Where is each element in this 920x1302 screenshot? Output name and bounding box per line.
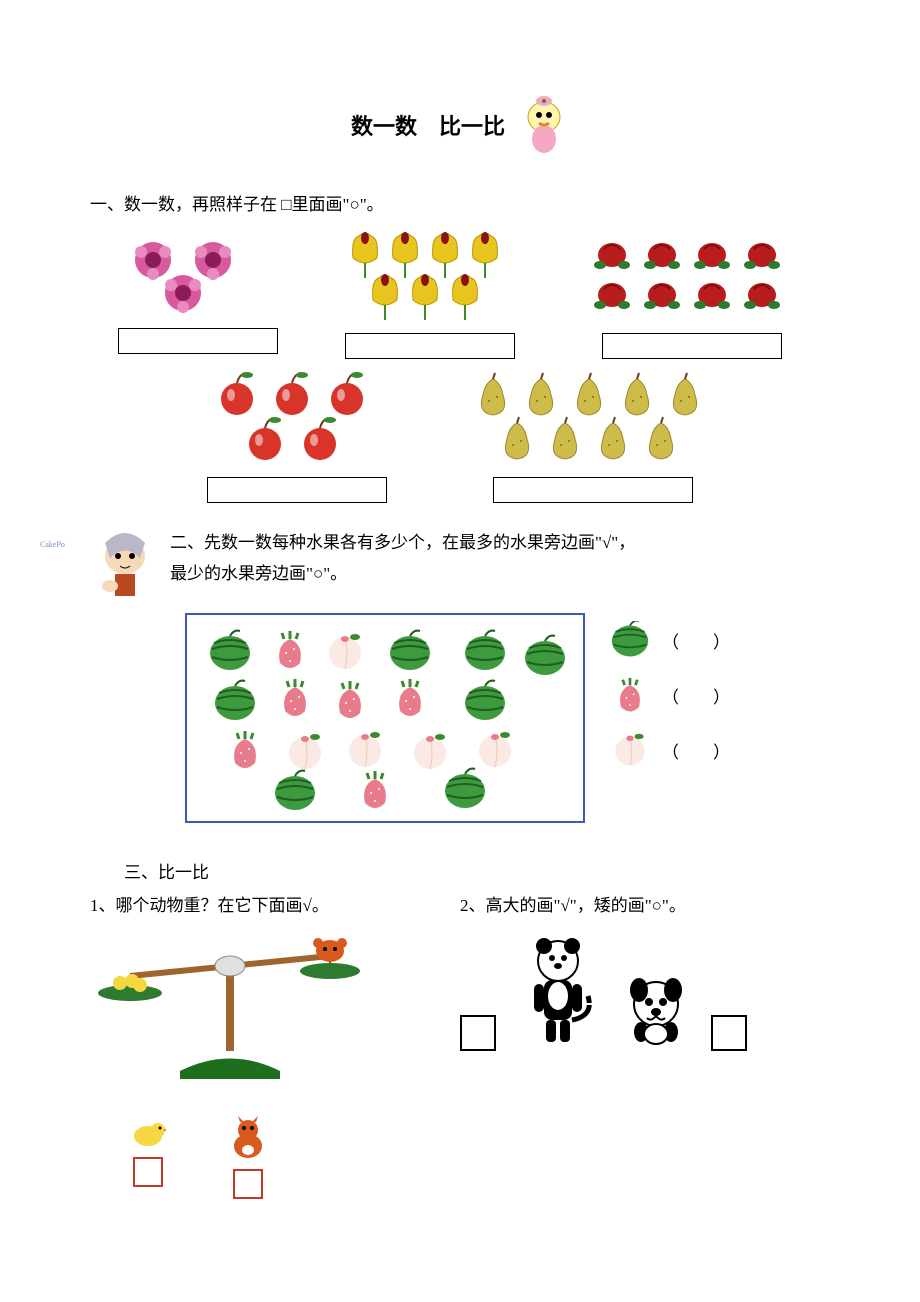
q3-row: 1、哪个动物重？在它下面画√。 xyxy=(90,891,830,1199)
answer-box-2[interactable] xyxy=(345,333,515,359)
q3-right-images xyxy=(460,936,830,1051)
q2-fruit-mix-icon xyxy=(195,623,579,817)
q3-sub1-text: 1、哪个动物重？在它下面画√。 xyxy=(90,891,460,916)
q1-row-1 xyxy=(90,230,830,359)
watermark: CakePo xyxy=(40,540,65,549)
q1-group-pears xyxy=(463,369,723,503)
apples-area xyxy=(197,369,397,469)
q1-group-red-roses xyxy=(582,230,802,359)
balance-scale-icon xyxy=(90,931,370,1111)
q2-content: （ ） （ ） （ ） xyxy=(185,613,830,823)
pears-area xyxy=(463,369,723,469)
legend-row-strawberry: （ ） xyxy=(610,668,730,723)
q3-section: 三、比一比 1、哪个动物重？在它下面画√。 xyxy=(90,858,830,1199)
answer-box-short[interactable] xyxy=(711,1015,747,1051)
legend-paren-1[interactable]: （ ） xyxy=(662,628,730,653)
tiger-icon xyxy=(516,936,601,1051)
apple-icon xyxy=(197,369,397,469)
answer-box-3[interactable] xyxy=(602,333,782,359)
scale-choices xyxy=(130,1116,460,1199)
q3-col-1: 1、哪个动物重？在它下面画√。 xyxy=(90,891,460,1199)
pink-flower-icon xyxy=(123,235,273,315)
q3-title: 三、比一比 xyxy=(90,858,830,883)
q2-legend: （ ） （ ） （ ） xyxy=(610,613,730,823)
legend-row-peach: （ ） xyxy=(610,723,730,778)
q2-fruit-box xyxy=(185,613,585,823)
page-title-row: 数一数 比一比 xyxy=(90,100,830,160)
q2-prompt: 二、先数一数每种水果各有多少个，在最多的水果旁边画"√"， 最少的水果旁边画"○… xyxy=(170,528,830,589)
chick-icon xyxy=(130,1116,166,1148)
pear-icon xyxy=(463,369,723,469)
q1-group-pink-flowers xyxy=(118,230,278,359)
answer-box-chick[interactable] xyxy=(133,1157,163,1187)
duck-mascot-icon xyxy=(519,95,569,155)
red-rose-icon xyxy=(582,230,802,325)
legend-paren-2[interactable]: （ ） xyxy=(662,683,730,708)
page-title: 数一数 比一比 xyxy=(351,109,505,141)
q2-prompt-line2: 最少的水果旁边画"○"。 xyxy=(170,559,830,590)
answer-box-1[interactable] xyxy=(118,328,278,354)
q1-prompt: 一、数一数，再照样子在 □里面画"○"。 xyxy=(90,190,830,215)
answer-box-cat[interactable] xyxy=(233,1169,263,1199)
melon-icon xyxy=(610,621,650,661)
cat-icon xyxy=(226,1116,270,1160)
red-roses-area xyxy=(582,230,802,325)
answer-box-5[interactable] xyxy=(493,477,693,503)
yellow-tulip-icon xyxy=(335,230,525,325)
q2-section: 二、先数一数每种水果各有多少个，在最多的水果旁边画"√"， 最少的水果旁边画"○… xyxy=(90,528,830,603)
answer-box-tall[interactable] xyxy=(460,1015,496,1051)
legend-row-melon: （ ） xyxy=(610,613,730,668)
q3-sub2-text: 2、高大的画"√"，矮的画"○"。 xyxy=(460,891,830,916)
q2-prompt-line1: 二、先数一数每种水果各有多少个，在最多的水果旁边画"√"， xyxy=(170,528,830,559)
q3-col-2: 2、高大的画"√"，矮的画"○"。 xyxy=(460,891,830,1199)
choice-cat xyxy=(226,1116,270,1199)
yellow-tulips-area xyxy=(335,230,525,325)
dog-icon xyxy=(621,976,691,1051)
q1-row-2 xyxy=(90,369,830,503)
choice-chick xyxy=(130,1116,166,1199)
q1-group-apples xyxy=(197,369,397,503)
pink-flowers-area xyxy=(118,230,278,320)
answer-box-4[interactable] xyxy=(207,477,387,503)
peach-icon xyxy=(610,731,650,771)
legend-paren-3[interactable]: （ ） xyxy=(662,738,730,763)
strawberry-icon xyxy=(610,676,650,716)
professor-mascot-icon xyxy=(90,528,160,603)
q1-group-yellow-tulips xyxy=(335,230,525,359)
